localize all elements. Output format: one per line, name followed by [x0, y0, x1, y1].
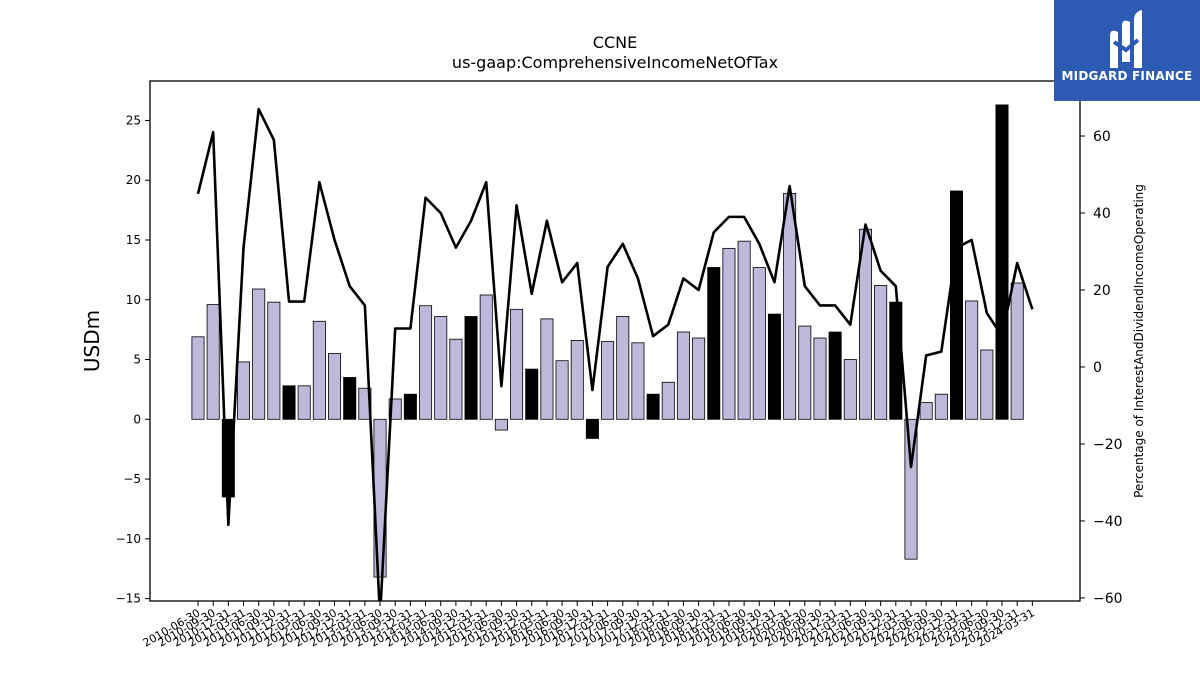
bar — [980, 349, 994, 420]
bar — [328, 353, 342, 420]
bar — [479, 294, 493, 420]
bar — [934, 393, 948, 420]
y-tick-label: 0 — [133, 412, 141, 426]
bar — [616, 316, 630, 420]
y-tick-label: 5 — [133, 353, 141, 367]
y2-tick-label: −40 — [1093, 514, 1123, 530]
y2-tick-label: −60 — [1093, 591, 1123, 607]
y-tick-label: −10 — [116, 532, 141, 546]
y-tick-label: 25 — [126, 113, 141, 127]
bar — [312, 320, 326, 420]
plot-frame — [149, 80, 1081, 602]
bar — [525, 368, 539, 420]
bar — [403, 393, 417, 420]
bar — [798, 325, 812, 420]
y-tick-label: 20 — [126, 173, 141, 187]
y-axis-label: USDm — [80, 310, 104, 372]
logo-mark-icon — [1110, 10, 1142, 69]
bar — [828, 331, 842, 420]
y2-tick-label: 60 — [1093, 129, 1111, 145]
bar — [206, 304, 220, 420]
bar — [282, 385, 296, 420]
bar — [965, 300, 979, 420]
bar — [707, 267, 721, 420]
bar — [737, 240, 751, 420]
bar — [843, 359, 857, 420]
y2-tick-label: 20 — [1093, 283, 1111, 299]
chart-title: CCNE — [593, 33, 637, 52]
bar — [752, 267, 766, 420]
bar — [783, 192, 797, 420]
chart-subtitle: us-gaap:ComprehensiveIncomeNetOfTax — [452, 53, 778, 72]
y2-tick-label: 40 — [1093, 206, 1111, 222]
bar — [676, 331, 690, 420]
bar — [889, 301, 903, 420]
bar — [555, 360, 569, 420]
bar — [540, 318, 554, 420]
bar — [494, 418, 508, 431]
y-tick-label: −15 — [116, 592, 141, 606]
bar — [1010, 282, 1024, 420]
y-tick-label: −5 — [123, 472, 141, 486]
y2-axis-label: Percentage of InterestAndDividendIncomeO… — [1132, 184, 1146, 498]
bar — [585, 418, 599, 439]
bar — [267, 301, 281, 420]
y2-tick-label: −20 — [1093, 437, 1123, 453]
bar — [874, 285, 888, 420]
bar — [661, 381, 675, 420]
bar — [343, 377, 357, 420]
bar — [950, 190, 964, 420]
logo-brand-text: MIDGARD FINANCE — [1061, 69, 1193, 83]
bar — [692, 337, 706, 420]
bar — [995, 104, 1009, 420]
x-axis: 2010-06-302010-09-302010-12-312011-03-31… — [141, 601, 1037, 650]
bars-layer — [191, 104, 1024, 578]
bar — [646, 393, 660, 420]
bar — [722, 247, 736, 420]
bar — [237, 361, 251, 420]
y2-tick-label: 0 — [1093, 360, 1102, 376]
bar — [601, 341, 615, 420]
y-tick-label: 10 — [126, 293, 141, 307]
bar — [449, 338, 463, 420]
bar — [813, 337, 827, 420]
bar — [297, 385, 311, 420]
midgard-finance-logo: MIDGARD FINANCE — [1054, 0, 1200, 101]
right-axis: −60 −40 −20 0 20 40 60 — [1080, 129, 1123, 607]
bar — [904, 418, 918, 560]
bar — [464, 316, 478, 420]
bar — [252, 288, 266, 420]
series-line — [196, 107, 1034, 601]
bar — [419, 305, 433, 420]
bar — [358, 387, 372, 420]
bar — [434, 316, 448, 420]
bar — [767, 313, 781, 420]
bar — [191, 336, 205, 420]
line-layer — [196, 107, 1034, 601]
bar — [919, 402, 933, 420]
bar — [570, 339, 584, 420]
left-axis: −15 −10 −5 0 5 10 15 20 25 — [116, 113, 150, 606]
y-tick-label: 15 — [126, 233, 141, 247]
bar — [631, 342, 645, 420]
bar — [510, 308, 524, 420]
